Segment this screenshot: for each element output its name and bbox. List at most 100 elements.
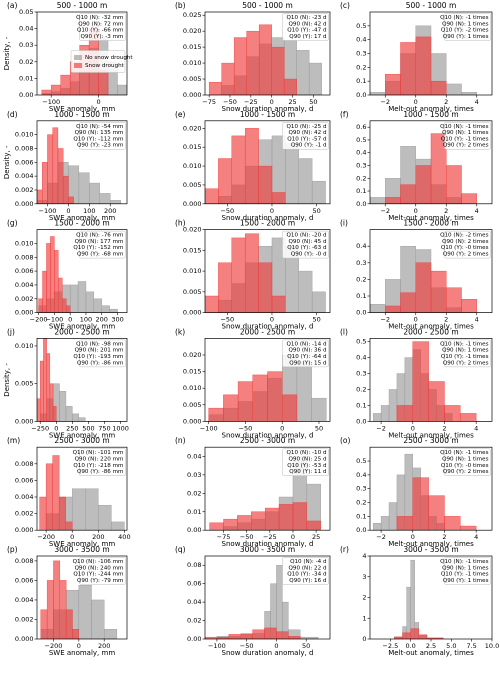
panel-label: (d) [7,110,18,119]
bar [412,341,429,422]
bar [72,629,80,639]
bar [78,172,90,204]
bar [231,135,246,204]
x-axis-label: SWE anomaly, mm [49,540,115,548]
x-tick-label: 0 [411,533,415,541]
y-tick-label: 0.2 [356,385,366,393]
bar [298,270,313,313]
x-tick-label: −2.5 [382,642,398,650]
x-tick-label: 2 [442,533,446,541]
y-tick-label: 0.00 [19,91,33,99]
panel-title: 2500 - 3000 m [240,436,295,445]
y-tick-label: 0.010 [183,267,202,275]
annotation-text: Q90 (N): 42 d [289,21,327,27]
panel-label: (e) [175,110,186,119]
panel-title: 500 - 1000 m [242,1,293,10]
x-tick-label: 10.0 [485,642,499,650]
annotation-text: Q90 (Y): 2 times [443,143,489,149]
bar [110,200,121,204]
panel-title: 1000 - 1500 m [54,110,109,119]
bar [282,394,298,422]
bar [223,518,238,531]
x-tick-label: −50 [220,207,234,215]
annotation-text: Q10 (Y): -53 d [287,463,327,469]
y-tick-label: 0.010 [15,239,34,247]
annotation-text: Q10 (N): -1 times [440,341,489,347]
annotation-text: Q10 (N): -1 times [440,15,489,21]
annotation-text: Q10 (N): -2 times [440,233,489,239]
bar [42,162,48,204]
annotation-text: Q10 (N): -14 d [287,341,327,347]
annotation-text: Q90 (Y): -79 mm [77,578,124,584]
bar [402,632,411,639]
x-tick-label: 50 [315,424,323,432]
annotation-text: Q90 (Y): 2 times [443,360,489,366]
annotation-text: Q10 (Y): -1 times [441,136,489,142]
y-tick-label: 0.000 [15,200,34,208]
bar [78,417,86,422]
annotation-text: Q10 (N): -25 d [287,124,327,130]
annotation-box [444,122,491,150]
panel-title: 500 - 1000 m [406,1,457,10]
axes-frame [36,555,128,640]
bar [237,381,253,422]
bar [37,398,41,422]
y-tick-label: 0.6 [356,123,366,131]
bar [89,182,100,204]
x-tick-label: 0 [270,316,274,324]
bar [58,277,63,313]
bar [311,397,327,422]
bar [47,134,53,204]
panel-label: (g) [7,219,18,228]
bar [258,24,272,95]
bar [40,360,44,422]
annotation-text: Q10 (Y): -66 mm [77,28,124,34]
panel-label: (r) [340,545,349,554]
y-tick-label: 0.0 [356,200,366,208]
y-tick-label: 0.00 [187,635,201,643]
annotation-text: Q90 (Y): -3 mm [81,34,124,40]
plot-area [209,456,321,531]
bar [276,631,289,639]
bar [43,338,47,422]
annotation-text: Q10 (Y): -64 d [287,354,327,360]
y-axis-label: Density, - [3,145,11,179]
bar [231,237,246,313]
y-tick-label: 0.002 [15,186,34,194]
annotation-box [282,122,329,150]
bar [66,305,71,313]
bar [258,165,273,204]
y-tick-label: 0.020 [183,351,202,359]
y-tick-label: 0.2 [356,499,366,507]
bar [60,74,71,95]
y-tick-label: 0.2 [356,275,366,283]
panel-label: (k) [175,327,185,336]
bar [65,521,73,531]
x-tick-label: 50 [302,642,310,650]
bar [52,455,60,531]
x-tick-label: −100 [42,98,60,106]
annotation-text: Q90 (N): 1 times [442,21,488,27]
x-axis-label: Snow duration anomaly, d [222,214,314,222]
annotation-text: Q90 (N): 25 d [289,457,327,463]
plot-area [39,455,125,531]
x-tick-label: −200 [45,642,63,650]
x-axis-label: SWE anomaly, mm [49,649,115,657]
x-axis-label: Melt-out anomaly, times [388,214,474,222]
y-tick-label: 0.025 [183,11,202,19]
annotation-text: Q10 (Y): -218 mm [73,463,123,469]
y-tick-label: 0.004 [15,172,34,180]
y-tick-label: 0.1 [356,512,366,520]
bar [311,180,326,204]
bar [62,298,67,313]
x-tick-label: 2 [444,207,448,215]
x-axis-label: Snow duration anomaly, d [222,649,314,657]
annotation-text: Q10 (Y): -63 d [287,245,327,251]
x-tick-label: 750 [98,424,110,432]
y-tick-label: 0.006 [15,267,34,275]
annotation-text: Q10 (Y): -244 mm [73,572,123,578]
bar [372,523,382,531]
bar [276,565,283,639]
y-tick-label: 0.0 [356,417,366,425]
annotation-text: Q90 (N): 1 times [442,130,488,136]
